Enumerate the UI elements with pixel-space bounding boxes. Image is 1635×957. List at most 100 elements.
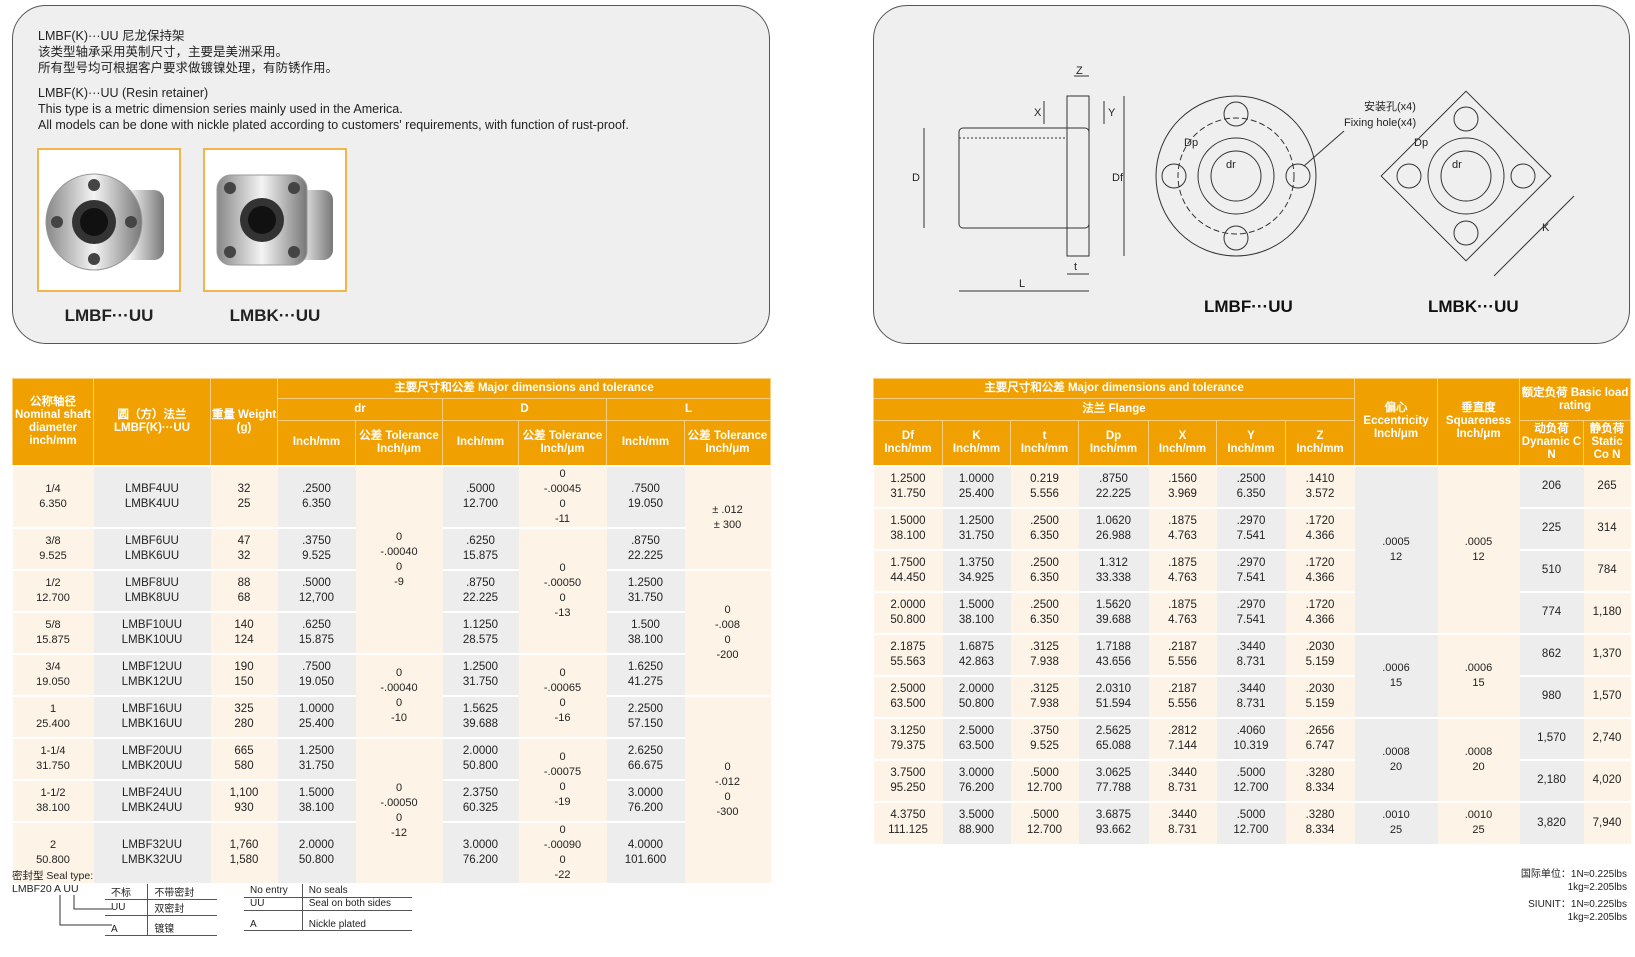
label-l: L	[1019, 278, 1025, 290]
cell-line: .6250	[302, 618, 331, 631]
cell-line: .0006	[1464, 661, 1493, 674]
unit-note: 1kg≈2.205lbs	[1567, 912, 1627, 923]
cell-line: 50.800	[958, 697, 995, 710]
cell-line: Df	[901, 429, 915, 442]
cell-line: 1.5625	[462, 702, 499, 715]
d-cell: .8750 22.225	[442, 568, 519, 612]
cell-line: Y	[1247, 429, 1255, 442]
model-cell: LMBF8UU LMBK8UU	[93, 568, 211, 612]
cell-line: -11	[554, 512, 571, 525]
cell-line: 1.1250	[462, 618, 499, 631]
cell-line: 38.100	[890, 529, 926, 542]
cell-line: 2,740	[1592, 732, 1622, 744]
cell-line: .8750	[466, 576, 495, 589]
cell-line: -300	[716, 805, 739, 818]
header-tol: 公差 Tolerance Inch/μm	[684, 420, 771, 466]
cell-line: 2.0310	[1095, 682, 1132, 695]
cell-line: 7.144	[1168, 739, 1197, 752]
cell-line: 77.788	[1095, 781, 1132, 794]
cell-line: 0	[559, 750, 566, 763]
l-tolerance-cell: ± .012 ± 300	[684, 464, 771, 570]
header-load: 额定负荷 Basic load rating	[1519, 378, 1632, 421]
k-cell: 2.5000 63.500	[942, 716, 1011, 760]
label-hole-en: Fixing hole(x4)	[1344, 117, 1416, 129]
weight-cell: 88 68	[210, 568, 278, 612]
cell-line: 5.556	[1168, 655, 1197, 668]
df-cell: 1.5000 38.100	[873, 506, 943, 550]
z-cell: .1410 3.572	[1285, 464, 1355, 508]
cell-line: .2030	[1305, 682, 1335, 695]
cell-line: 4.763	[1168, 529, 1197, 542]
l-cell: 1.500 38.100	[606, 610, 685, 654]
x-cell: .2187 5.556	[1148, 632, 1217, 676]
cell-line: 7.938	[1030, 697, 1059, 710]
cell-line: 39.688	[462, 717, 499, 730]
cell-line: .0005	[1382, 535, 1410, 548]
cell-line: 0	[395, 811, 403, 824]
cell-line: 38.100	[36, 801, 70, 814]
d-cell: 2.3750 60.325	[442, 778, 519, 822]
t-cell: .2500 6.350	[1010, 548, 1079, 592]
cell-line: 3.5000	[958, 809, 995, 821]
seal-cell: UU	[244, 897, 303, 911]
model-cell: LMBF32UU LMBK32UU	[93, 820, 211, 883]
cell-line: 1.2500	[958, 514, 995, 527]
cell-line: LMBK8UU	[124, 591, 180, 604]
d-cell: .6250 15.875	[442, 526, 519, 570]
y-cell: .2500 6.350	[1216, 464, 1286, 508]
cell-line: 325	[234, 702, 254, 715]
cell-line: LMBK16UU	[121, 717, 183, 730]
cell-line: .3440	[1236, 682, 1266, 695]
dp-cell: .8750 22.225	[1078, 464, 1149, 508]
table-row: 1.7500 44.450 1.3750 34.925 .2500 6.350 1.312 3…	[873, 548, 1631, 592]
cell-line: 12,700	[298, 591, 335, 604]
cell-line: .0006	[1382, 661, 1410, 674]
cell-line: X	[1178, 429, 1187, 442]
label-t: t	[1074, 261, 1077, 273]
cell-line: Inch/mm	[884, 442, 932, 455]
x-cell: .2812 7.144	[1148, 716, 1217, 760]
cell-line: 0	[395, 781, 403, 794]
cell-line: 26.988	[1095, 529, 1132, 542]
product-caption: LMBF···UU	[64, 306, 154, 325]
d-tolerance-cell: 0 -.00090 0 -22	[518, 820, 607, 883]
d-tolerance-cell: 0 -.00075 0 -19	[518, 736, 607, 822]
cell-line: .0010	[1464, 809, 1493, 821]
table-row: 5/8 15.875 LMBF10UU LMBK10UU 140 124.6250 15.8…	[12, 610, 771, 654]
cell-line: .5000	[1030, 809, 1059, 821]
cell-line: 4,020	[1592, 774, 1622, 786]
squareness-cell: .0010 25	[1437, 800, 1520, 844]
cell-line: 12	[1389, 550, 1403, 563]
dp-cell: 1.7188 43.656	[1078, 632, 1149, 676]
y-cell: .2970 7.541	[1216, 590, 1286, 634]
cell-line: .8750	[631, 534, 660, 547]
cell-line: 3.6875	[1095, 809, 1132, 821]
cell-line: 510	[1541, 564, 1562, 576]
cell-line: .3280	[1305, 809, 1335, 821]
cell-line: .2500	[1030, 514, 1059, 527]
cell-line: .3125	[1030, 682, 1059, 695]
cell-line: .5000	[1236, 809, 1266, 821]
cell-line: 5/8	[45, 618, 61, 631]
cell-line: 0	[724, 790, 731, 803]
d-cell: .5000 12.700	[442, 464, 519, 528]
cell-line: 76.200	[462, 853, 499, 866]
cell-line: 47	[237, 534, 251, 547]
cell-line: 7.541	[1236, 529, 1266, 542]
cell-line: 5.159	[1305, 697, 1335, 710]
label-y: Y	[1108, 107, 1116, 119]
header-model: 圆（方）法兰 LMBF(K)···UU	[93, 378, 211, 466]
dp-cell: 2.0310 51.594	[1078, 674, 1149, 718]
cell-line: .0008	[1382, 745, 1410, 758]
cell-line: 7.541	[1236, 613, 1266, 626]
cell-line: 7.541	[1236, 571, 1266, 584]
intro-cn-line: 所有型号均可根据客户要求做镀镍处理，有防锈作用。	[38, 61, 339, 75]
cell-line: 0	[559, 666, 566, 679]
cell-line: LMBK4UU	[124, 497, 180, 510]
cell-line: 1.6875	[958, 640, 995, 653]
intro-text: LMBF(K)···UU 尼龙保持架 该类型轴承采用英制尺寸，主要是美洲采用。 …	[38, 28, 629, 133]
cell-line: Inch/mm	[1158, 442, 1207, 455]
nominal-cell: 1-1/4 31.750	[12, 736, 94, 780]
cell-line: 0	[395, 530, 403, 543]
cell-line: Inch/mm	[952, 442, 1001, 455]
